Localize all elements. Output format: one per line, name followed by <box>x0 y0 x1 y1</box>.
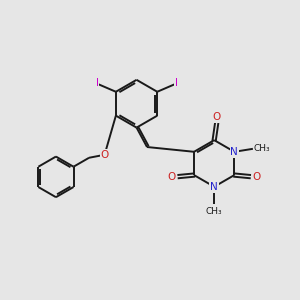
Text: CH₃: CH₃ <box>206 207 223 216</box>
Text: O: O <box>212 112 221 122</box>
Text: O: O <box>252 172 261 182</box>
Text: N: N <box>230 147 238 157</box>
Text: O: O <box>100 150 109 160</box>
Text: CH₃: CH₃ <box>254 144 270 153</box>
Text: O: O <box>168 172 176 182</box>
Text: N: N <box>210 182 218 192</box>
Text: I: I <box>175 78 178 88</box>
Text: I: I <box>96 78 99 88</box>
